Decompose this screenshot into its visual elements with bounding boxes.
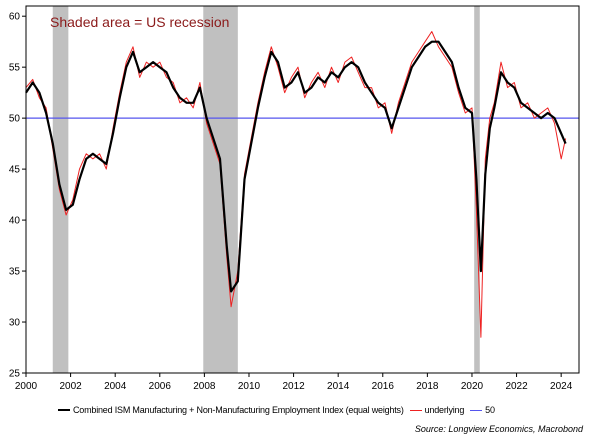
x-tick-label-2004: 2004 <box>104 381 127 392</box>
legend-item-reference: 50 <box>470 405 495 415</box>
x-tick-label-2014: 2014 <box>327 381 350 392</box>
recession-shading <box>52 6 480 373</box>
recession-annotation: Shaded area = US recession <box>50 14 229 30</box>
y-tick-label-45: 45 <box>9 165 21 176</box>
legend-swatch-underlying <box>409 409 422 411</box>
x-tick-label-2012: 2012 <box>282 381 305 392</box>
x-tick-label-2022: 2022 <box>505 381 528 392</box>
x-tick-label-2020: 2020 <box>461 381 484 392</box>
recession-band-1 <box>203 6 238 373</box>
y-tick-label-25: 25 <box>9 369 21 380</box>
y-tick-label-55: 55 <box>9 63 21 74</box>
legend-label-combined: Combined ISM Manufacturing + Non-Manufac… <box>73 405 404 415</box>
plot-frame <box>25 5 580 374</box>
x-tick-label-2018: 2018 <box>416 381 439 392</box>
x-tick-label-2000: 2000 <box>15 381 38 392</box>
series-line-combined <box>25 40 567 293</box>
legend-swatch-reference <box>470 409 483 411</box>
x-tick-label-2006: 2006 <box>149 381 172 392</box>
x-axis: 2000 2002 2004 2006 2008 2010 2012 2014 2016 2018… <box>15 373 573 392</box>
legend-item-combined: Combined ISM Manufacturing + Non-Manufac… <box>58 405 404 415</box>
series-layer <box>25 31 567 338</box>
y-axis: 25 30 35 40 45 50 55 60 <box>9 12 26 380</box>
legend-item-underlying: underlying <box>409 405 465 415</box>
legend-label-reference: 50 <box>485 405 495 415</box>
y-tick-label-30: 30 <box>9 318 21 329</box>
source-note: Source: Longview Economics, Macrobond <box>414 424 583 434</box>
x-tick-label-2024: 2024 <box>550 381 573 392</box>
legend: Combined ISM Manufacturing + Non-Manufac… <box>58 402 501 418</box>
x-tick-label-2008: 2008 <box>193 381 216 392</box>
legend-label-underlying: underlying <box>424 405 465 415</box>
x-tick-label-2010: 2010 <box>238 381 261 392</box>
legend-swatch-combined <box>58 409 70 411</box>
y-tick-label-40: 40 <box>9 216 21 227</box>
y-tick-label-35: 35 <box>9 267 21 278</box>
y-tick-label-60: 60 <box>9 12 21 23</box>
x-tick-label-2002: 2002 <box>59 381 82 392</box>
y-tick-label-50: 50 <box>9 114 21 125</box>
x-tick-label-2016: 2016 <box>372 381 395 392</box>
